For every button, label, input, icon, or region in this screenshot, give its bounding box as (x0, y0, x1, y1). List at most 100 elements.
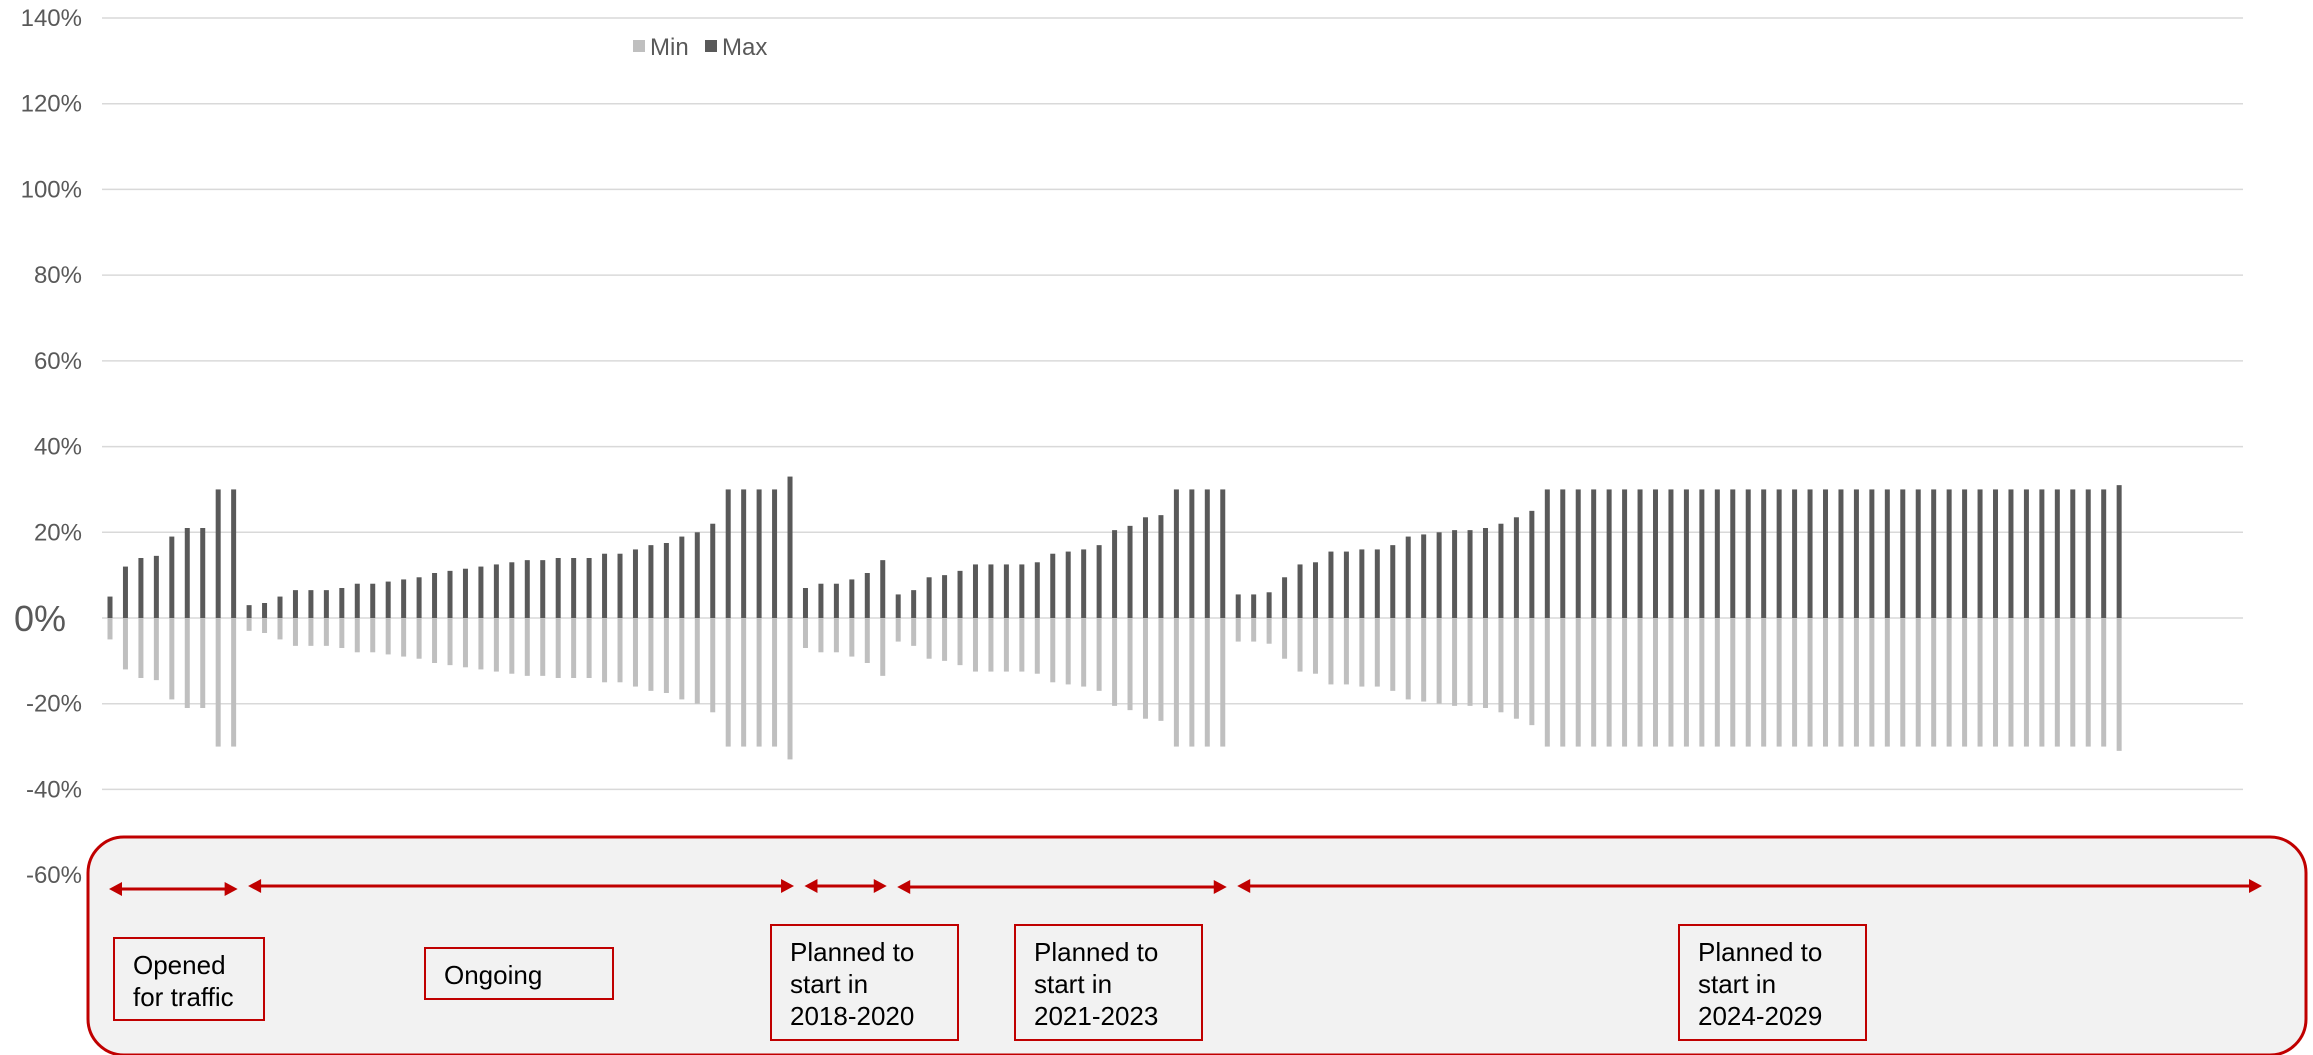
y-tick-label: 0% (14, 598, 66, 639)
bar-max (200, 528, 206, 618)
bar-min (1452, 618, 1458, 706)
bar-min (308, 618, 314, 646)
bar-max (586, 558, 592, 618)
bar-min (1544, 618, 1550, 747)
bar-min (957, 618, 963, 666)
bar-max (1096, 545, 1102, 618)
bar-max (710, 523, 716, 618)
bar-max (1977, 489, 1983, 618)
y-tick-label: 140% (21, 5, 82, 32)
arrow-head (781, 879, 795, 893)
bar-min (1204, 618, 1210, 747)
bar-min (663, 618, 669, 693)
bar-max (1993, 489, 1999, 618)
bar-min (246, 618, 252, 631)
bar-min (1653, 618, 1658, 747)
bar-min (1359, 618, 1365, 687)
bar-min (942, 618, 948, 661)
bar-min (1374, 618, 1380, 687)
bar-max (1158, 515, 1164, 618)
bar-max (1915, 489, 1921, 618)
bar-min (1946, 618, 1952, 747)
bar-max (818, 583, 824, 618)
bar-min (1931, 618, 1937, 747)
bar-min (1560, 618, 1566, 747)
bar-max (524, 560, 530, 618)
bar-max (1853, 489, 1859, 618)
bar-max (1776, 489, 1782, 618)
bar-max (1405, 536, 1411, 618)
bar-max (2008, 489, 2014, 618)
phase-label-2021-2023: Planned to start in 2021-2023 (1014, 924, 1203, 1041)
y-tick-label: -40% (26, 776, 82, 803)
bar-max (2039, 489, 2045, 618)
bar-min (323, 618, 329, 646)
y-tick-label: -20% (26, 691, 82, 718)
bar-max (988, 564, 994, 618)
bar-max (2101, 489, 2107, 618)
bar-max (694, 532, 700, 618)
bar-min (401, 618, 407, 657)
arrow-head (109, 882, 122, 896)
bar-max (1761, 489, 1767, 618)
bar-min (2070, 618, 2076, 747)
bar-min (1529, 618, 1535, 726)
y-tick-label: 60% (34, 348, 82, 375)
bar-min (184, 618, 190, 708)
bar-min (571, 618, 577, 678)
bar-min (1699, 618, 1705, 747)
bar-max (1142, 517, 1148, 618)
bar-min (292, 618, 298, 646)
bar-max (1173, 489, 1179, 618)
bar-min (2116, 618, 2122, 751)
bar-min (725, 618, 731, 747)
bar-max (1328, 551, 1334, 618)
bar-max (370, 583, 376, 618)
bar-min (1823, 618, 1829, 747)
bar-max (385, 581, 391, 618)
bar-min (478, 618, 484, 670)
bar-min (1081, 618, 1087, 687)
bar-min (756, 618, 762, 747)
bar-min (1977, 618, 1983, 747)
bar-max (153, 555, 159, 618)
bar-min (895, 618, 901, 642)
bar-max (602, 553, 608, 618)
bar-max (1838, 489, 1844, 618)
bar-max (277, 596, 283, 618)
legend-swatch-min (633, 40, 645, 52)
bar-max (1343, 551, 1349, 618)
bar-max (1637, 489, 1643, 618)
bar-min (2101, 618, 2107, 747)
bar-max (1266, 592, 1272, 618)
bar-max (833, 583, 839, 618)
bar-min (2023, 618, 2029, 747)
bar-max (509, 562, 515, 618)
bar-max (617, 553, 623, 618)
bar-max (262, 603, 268, 618)
arrow-head (224, 882, 238, 896)
arrow-head (1237, 879, 1251, 893)
bar-max (1019, 564, 1025, 618)
bar-min (586, 618, 592, 678)
phase-arrows (109, 879, 2262, 896)
bar-min (385, 618, 391, 655)
bar-max (447, 570, 453, 618)
bar-min (1591, 618, 1597, 747)
bar-min (447, 618, 453, 666)
arrow-head (248, 879, 262, 893)
bar-max (1189, 489, 1195, 618)
bar-max (478, 566, 484, 618)
bar-max (1900, 489, 1906, 618)
bar-max (2085, 489, 2091, 618)
bar-max (540, 560, 546, 618)
bar-min (215, 618, 221, 747)
bar-min (432, 618, 438, 663)
bar-max (1962, 489, 1968, 618)
bar-min (1884, 618, 1890, 747)
bar-min (138, 618, 144, 678)
bar-min (1962, 618, 1968, 747)
bar-max (895, 594, 901, 618)
bar-min (262, 618, 268, 633)
bar-min (107, 618, 113, 640)
